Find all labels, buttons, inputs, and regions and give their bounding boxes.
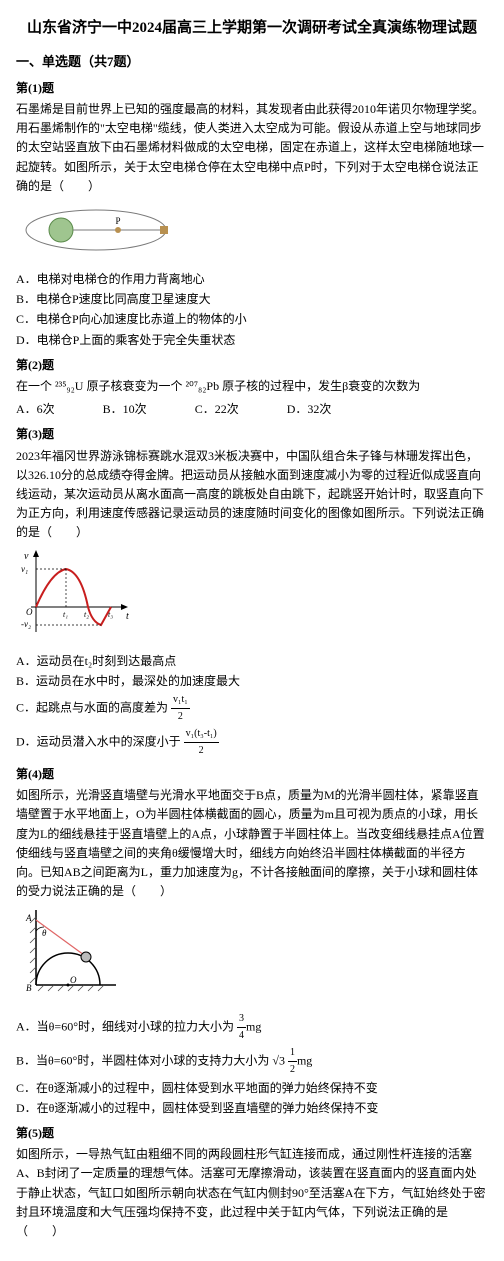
q4-optb-pre: B．当 bbox=[16, 1053, 48, 1067]
q1-figure: P bbox=[16, 200, 488, 266]
q4-number: 第(4)题 bbox=[16, 765, 488, 784]
svg-text:P: P bbox=[115, 216, 120, 226]
q4-opta-mid: 时，细线对小球的拉力大小为 bbox=[78, 1019, 234, 1033]
svg-text:θ: θ bbox=[42, 928, 47, 938]
q4-optb-cond: θ=60° bbox=[48, 1053, 77, 1067]
q2-opt-a: A．6次 bbox=[16, 400, 55, 419]
q1-opt-b: B．电梯仓P速度比同高度卫星速度大 bbox=[16, 290, 488, 309]
q3-stem: 2023年福冈世界游泳锦标赛跳水混双3米板决赛中，中国队组合朱子锋与林珊发挥出色… bbox=[16, 447, 488, 543]
svg-text:v₁: v₁ bbox=[21, 564, 28, 574]
q3-opt-d: D．运动员潜入水中的深度小于 v₁(t₃-t₁)2 bbox=[16, 726, 488, 759]
svg-text:O: O bbox=[26, 607, 33, 617]
q3-opta-post: 时刻到达最高点 bbox=[92, 654, 176, 668]
q4-stem: 如图所示，光滑竖直墙壁与光滑水平地面交于B点，质量为M的光滑半圆柱体，紧靠竖直墙… bbox=[16, 786, 488, 901]
q4-optb-mid: 时，半圆柱体对小球的支持力大小为 bbox=[77, 1053, 269, 1067]
q2-stem-pre: 在一个 bbox=[16, 379, 52, 393]
exam-title: 山东省济宁一中2024届高三上学期第一次调研考试全真演练物理试题 bbox=[16, 16, 488, 40]
q1-opt-a: A．电梯对电梯仓的作用力背离地心 bbox=[16, 270, 488, 289]
q1-options: A．电梯对电梯仓的作用力背离地心 B．电梯仓P速度比同高度卫星速度大 C．电梯仓… bbox=[16, 270, 488, 350]
svg-text:t₂: t₂ bbox=[84, 610, 89, 619]
q4-options: A．当θ=60°时，细线对小球的拉力大小为 34mg B．当θ=60°时，半圆柱… bbox=[16, 1011, 488, 1118]
q2-nuc1: ²³⁵₉₂U bbox=[55, 379, 83, 393]
q1-stem: 石墨烯是目前世界上已知的强度最高的材料，其发现者由此获得2010年诺贝尔物理学奖… bbox=[16, 100, 488, 196]
q3-optc-pre: C．起跳点与水面的高度差为 bbox=[16, 700, 168, 714]
section-1-head: 一、单选题（共7题） bbox=[16, 52, 488, 73]
q3-optd-frac: v₁(t₃-t₁)2 bbox=[184, 726, 219, 759]
q3-opta-pre: A．运动员在 bbox=[16, 654, 85, 668]
q2-opt-b: B．10次 bbox=[103, 400, 147, 419]
q4-optb-sqrt: √3 bbox=[272, 1053, 288, 1067]
q4-opt-c: C．在θ逐渐减小的过程中，圆柱体受到水平地面的弹力始终保持不变 bbox=[16, 1079, 488, 1098]
q1-number: 第(1)题 bbox=[16, 79, 488, 98]
q2-stem-mid: 原子核衰变为一个 bbox=[86, 379, 182, 393]
q5-number: 第(5)题 bbox=[16, 1124, 488, 1143]
q4-optb-frac: 12 bbox=[288, 1045, 297, 1078]
q4-opta-pre: A．当 bbox=[16, 1019, 49, 1033]
svg-text:t₁: t₁ bbox=[63, 610, 68, 619]
q2-stem: 在一个 ²³⁵₉₂U 原子核衰变为一个 ²⁰⁷₈₂Pb 原子核的过程中，发生β衰… bbox=[16, 377, 488, 396]
q2-nuc2: ²⁰⁷₈₂Pb bbox=[185, 379, 219, 393]
q1-opt-c: C．电梯仓P向心加速度比赤道上的物体的小 bbox=[16, 310, 488, 329]
svg-text:B: B bbox=[26, 983, 32, 993]
q1-opt-d: D．电梯仓P上面的乘客处于完全失重状态 bbox=[16, 331, 488, 350]
svg-text:-v₂: -v₂ bbox=[21, 619, 31, 629]
svg-text:A: A bbox=[25, 913, 32, 923]
q3-optc-frac: v₁t₁2 bbox=[171, 692, 190, 725]
q4-opt-d: D．在θ逐渐减小的过程中，圆柱体受到竖直墙壁的弹力始终保持不变 bbox=[16, 1099, 488, 1118]
q3-options: A．运动员在t₂时刻到达最高点 B．运动员在水中时，最深处的加速度最大 C．起跳… bbox=[16, 652, 488, 759]
q2-options: A．6次 B．10次 C．22次 D．32次 bbox=[16, 400, 488, 419]
q3-figure: v v₁ t O -v₂ t₁ t₂ t₃ bbox=[16, 547, 488, 648]
q3-opt-a: A．运动员在t₂时刻到达最高点 bbox=[16, 652, 488, 671]
q4-optb-mg: mg bbox=[297, 1053, 312, 1067]
q2-opt-d: D．32次 bbox=[287, 400, 332, 419]
q4-opta-cond: θ=60° bbox=[49, 1019, 78, 1033]
svg-text:v: v bbox=[24, 551, 29, 562]
q3-opt-b: B．运动员在水中时，最深处的加速度最大 bbox=[16, 672, 488, 691]
q2-opt-c: C．22次 bbox=[195, 400, 239, 419]
q5-stem: 如图所示，一导热气缸由粗细不同的两段圆柱形气缸连接而成，通过刚性杆连接的活塞A、… bbox=[16, 1145, 488, 1241]
q3-number: 第(3)题 bbox=[16, 425, 488, 444]
q4-figure: O A B θ bbox=[16, 905, 488, 1006]
q4-opt-a: A．当θ=60°时，细线对小球的拉力大小为 34mg bbox=[16, 1011, 488, 1044]
q3-opt-c: C．起跳点与水面的高度差为 v₁t₁2 bbox=[16, 692, 488, 725]
q4-opta-mg: mg bbox=[246, 1019, 261, 1033]
svg-text:O: O bbox=[70, 975, 77, 985]
q4-opta-frac: 34 bbox=[237, 1011, 246, 1044]
q3-optd-pre: D．运动员潜入水中的深度小于 bbox=[16, 734, 181, 748]
q4-opt-b: B．当θ=60°时，半圆柱体对小球的支持力大小为 √3 12mg bbox=[16, 1045, 488, 1078]
q2-number: 第(2)题 bbox=[16, 356, 488, 375]
q2-stem-post: 原子核的过程中，发生β衰变的次数为 bbox=[222, 379, 420, 393]
svg-text:t₃: t₃ bbox=[108, 610, 113, 619]
svg-text:t: t bbox=[126, 611, 129, 622]
